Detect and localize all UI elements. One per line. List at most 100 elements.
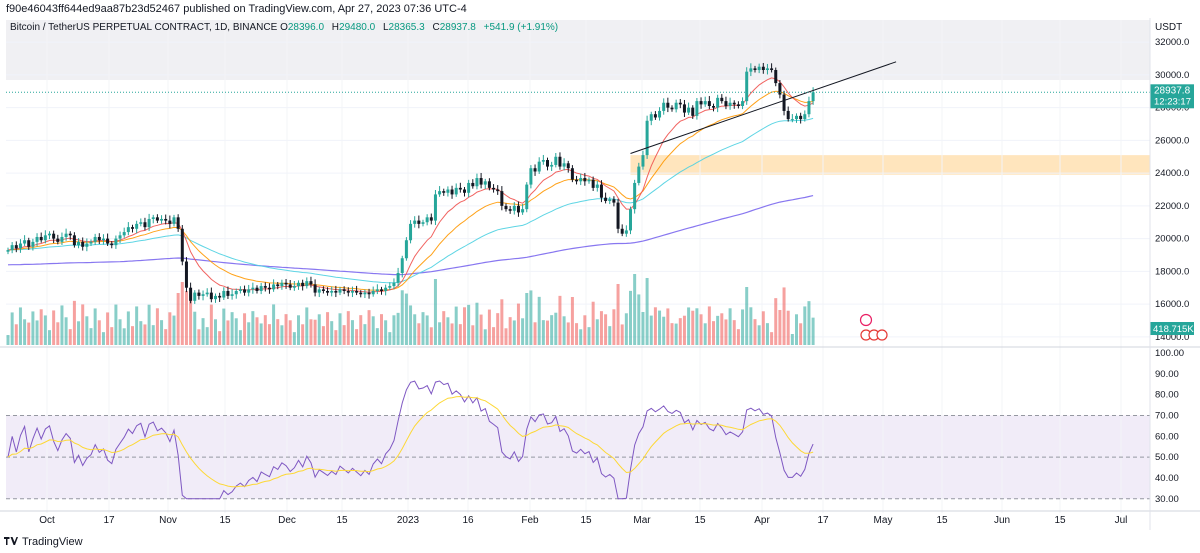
candle-body bbox=[23, 240, 27, 244]
candle-body bbox=[189, 287, 193, 301]
ma-200-line bbox=[7, 195, 814, 276]
volume-bar bbox=[575, 323, 579, 345]
candle-body bbox=[537, 161, 541, 172]
candle-body bbox=[599, 184, 603, 198]
volume-bar bbox=[338, 313, 342, 345]
candle-body bbox=[317, 289, 321, 293]
open-label: O bbox=[280, 22, 288, 33]
volume-bar bbox=[330, 321, 334, 345]
volume-bar bbox=[624, 313, 628, 345]
volume-bar bbox=[396, 312, 400, 345]
volume-tag bbox=[1150, 322, 1194, 335]
volume-bar bbox=[550, 315, 554, 345]
volume-bar bbox=[135, 306, 139, 345]
volume-bar bbox=[392, 315, 396, 345]
published-line: f90e46043ff644ed9aa87b23d52467 published… bbox=[6, 3, 467, 15]
volume-bar bbox=[14, 324, 18, 345]
candle-body bbox=[288, 284, 292, 288]
candle-body bbox=[516, 205, 520, 213]
volume-bar bbox=[653, 307, 657, 345]
volume-bar bbox=[375, 328, 379, 345]
candle-body bbox=[297, 282, 300, 287]
candle-body bbox=[761, 66, 765, 71]
time-tick-label: 17 bbox=[103, 515, 115, 526]
candle-body bbox=[429, 217, 433, 221]
volume-bar bbox=[380, 314, 383, 345]
volume-bar bbox=[421, 312, 425, 345]
volume-bar bbox=[537, 296, 541, 345]
low-value: 28365.3 bbox=[388, 22, 425, 33]
candle-body bbox=[421, 222, 425, 224]
candle-body bbox=[712, 106, 715, 108]
candle-body bbox=[126, 227, 130, 233]
volume-bar bbox=[703, 323, 707, 345]
candle-body bbox=[483, 181, 487, 185]
volume-bar bbox=[114, 304, 118, 345]
candle-body bbox=[396, 272, 400, 283]
candle-body bbox=[442, 191, 446, 193]
volume-bar bbox=[48, 330, 51, 345]
upper-shaded-band bbox=[6, 20, 1150, 80]
volume-bar bbox=[101, 332, 105, 345]
volume-bar bbox=[757, 325, 761, 345]
footer-brand[interactable]: TradingView bbox=[4, 536, 83, 548]
candle-body bbox=[93, 236, 97, 242]
candle-body bbox=[550, 164, 554, 167]
candle-body bbox=[703, 101, 707, 105]
candle-body bbox=[695, 101, 699, 116]
volume-bar bbox=[658, 310, 662, 345]
volume-bar bbox=[446, 317, 450, 345]
candle-body bbox=[566, 163, 570, 169]
candle-body bbox=[234, 290, 238, 295]
volume-bar bbox=[272, 304, 276, 345]
volume-bar bbox=[168, 312, 172, 345]
volume-bar bbox=[637, 294, 641, 345]
candle-body bbox=[458, 187, 462, 190]
volume-bar bbox=[297, 315, 300, 345]
candle-body bbox=[782, 94, 786, 111]
time-tick-label: Oct bbox=[39, 515, 55, 526]
volume-bar bbox=[43, 315, 47, 345]
volume-bar bbox=[728, 308, 732, 345]
candle-body bbox=[778, 83, 782, 95]
candle-body bbox=[525, 184, 529, 210]
candle-body bbox=[404, 240, 408, 259]
candle-body bbox=[533, 168, 537, 172]
candle-body bbox=[463, 189, 466, 193]
volume-bar bbox=[147, 304, 151, 345]
candle-body bbox=[214, 295, 217, 300]
volume-bar bbox=[251, 311, 255, 345]
support-zone bbox=[630, 155, 1150, 175]
volume-bar bbox=[471, 325, 475, 345]
candle-body bbox=[367, 292, 371, 295]
volume-bar bbox=[736, 329, 740, 345]
candle-body bbox=[18, 243, 22, 249]
volume-bar bbox=[313, 319, 317, 345]
candle-body bbox=[243, 289, 247, 293]
candle-body bbox=[147, 218, 151, 228]
candle-body bbox=[267, 287, 271, 290]
volume-bar bbox=[355, 329, 359, 345]
rsi-tick-label: 80.00 bbox=[1155, 390, 1179, 401]
volume-bar bbox=[483, 329, 487, 345]
candle-body bbox=[450, 189, 454, 195]
candle-body bbox=[43, 235, 47, 241]
price-tick-label: 18000.0 bbox=[1155, 266, 1189, 277]
candle-body bbox=[433, 194, 437, 221]
volume-bar bbox=[305, 307, 309, 345]
candle-body bbox=[774, 70, 778, 84]
candle-body bbox=[487, 181, 491, 188]
volume-bar bbox=[458, 324, 462, 345]
candle-body bbox=[151, 217, 155, 219]
candle-body bbox=[301, 282, 305, 287]
volume-bar bbox=[189, 294, 193, 345]
volume-bar bbox=[508, 317, 512, 345]
candle-body bbox=[197, 292, 201, 296]
volume-bar bbox=[263, 315, 267, 345]
candle-body bbox=[691, 107, 695, 116]
volume-bar bbox=[139, 321, 143, 345]
candle-body bbox=[504, 205, 508, 210]
trend-line bbox=[630, 61, 897, 154]
volume-bar bbox=[433, 279, 437, 345]
